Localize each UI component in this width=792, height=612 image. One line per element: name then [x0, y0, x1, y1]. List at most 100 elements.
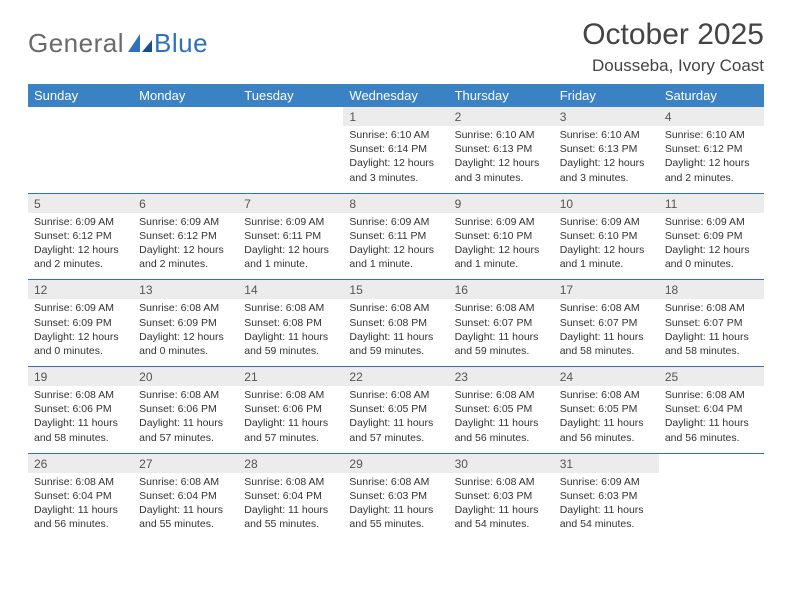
sunset-text: Sunset: 6:11 PM	[349, 229, 442, 243]
day-number-cell: 16	[449, 280, 554, 300]
sunset-text: Sunset: 6:08 PM	[244, 316, 337, 330]
sunset-text: Sunset: 6:03 PM	[560, 489, 653, 503]
sunrise-text: Sunrise: 6:08 AM	[455, 301, 548, 315]
sunset-text: Sunset: 6:05 PM	[455, 402, 548, 416]
day-detail-cell: Sunrise: 6:09 AMSunset: 6:09 PMDaylight:…	[28, 299, 133, 366]
daylight-text: Daylight: 12 hours and 0 minutes.	[665, 243, 758, 271]
day-detail-cell: Sunrise: 6:08 AMSunset: 6:09 PMDaylight:…	[133, 299, 238, 366]
daylight-text: Daylight: 12 hours and 3 minutes.	[349, 156, 442, 184]
day-detail-row: Sunrise: 6:09 AMSunset: 6:09 PMDaylight:…	[28, 299, 764, 366]
day-number-cell: 4	[659, 107, 764, 126]
sunrise-text: Sunrise: 6:09 AM	[244, 215, 337, 229]
sunrise-text: Sunrise: 6:08 AM	[665, 301, 758, 315]
weekday-header: Tuesday	[238, 84, 343, 107]
day-number-cell: 10	[554, 193, 659, 213]
day-detail-cell: Sunrise: 6:08 AMSunset: 6:03 PMDaylight:…	[449, 473, 554, 540]
sunrise-text: Sunrise: 6:08 AM	[139, 475, 232, 489]
day-number-cell	[28, 107, 133, 126]
day-detail-cell: Sunrise: 6:09 AMSunset: 6:10 PMDaylight:…	[449, 213, 554, 280]
daylight-text: Daylight: 12 hours and 1 minute.	[455, 243, 548, 271]
day-detail-cell: Sunrise: 6:08 AMSunset: 6:06 PMDaylight:…	[28, 386, 133, 453]
day-detail-cell: Sunrise: 6:08 AMSunset: 6:08 PMDaylight:…	[238, 299, 343, 366]
day-detail-cell	[659, 473, 764, 540]
sunrise-text: Sunrise: 6:09 AM	[349, 215, 442, 229]
sunset-text: Sunset: 6:06 PM	[139, 402, 232, 416]
sunset-text: Sunset: 6:12 PM	[665, 142, 758, 156]
sunset-text: Sunset: 6:13 PM	[455, 142, 548, 156]
sunset-text: Sunset: 6:06 PM	[34, 402, 127, 416]
day-number-cell: 9	[449, 193, 554, 213]
sunrise-text: Sunrise: 6:09 AM	[455, 215, 548, 229]
daylight-text: Daylight: 12 hours and 2 minutes.	[139, 243, 232, 271]
day-number-cell: 5	[28, 193, 133, 213]
day-number-cell: 15	[343, 280, 448, 300]
sunrise-text: Sunrise: 6:09 AM	[34, 215, 127, 229]
sunset-text: Sunset: 6:05 PM	[349, 402, 442, 416]
day-number-cell: 26	[28, 453, 133, 473]
day-number-row: 262728293031	[28, 453, 764, 473]
day-number-cell: 11	[659, 193, 764, 213]
sunset-text: Sunset: 6:13 PM	[560, 142, 653, 156]
brand-text-blue: Blue	[154, 28, 208, 59]
day-detail-row: Sunrise: 6:08 AMSunset: 6:06 PMDaylight:…	[28, 386, 764, 453]
day-number-cell: 1	[343, 107, 448, 126]
day-number-cell: 30	[449, 453, 554, 473]
daylight-text: Daylight: 12 hours and 1 minute.	[349, 243, 442, 271]
sunset-text: Sunset: 6:07 PM	[665, 316, 758, 330]
daylight-text: Daylight: 11 hours and 58 minutes.	[665, 330, 758, 358]
sunrise-text: Sunrise: 6:08 AM	[244, 475, 337, 489]
sunrise-text: Sunrise: 6:08 AM	[560, 301, 653, 315]
day-detail-cell	[238, 126, 343, 193]
daylight-text: Daylight: 11 hours and 58 minutes.	[34, 416, 127, 444]
day-number-cell: 18	[659, 280, 764, 300]
day-detail-cell: Sunrise: 6:08 AMSunset: 6:03 PMDaylight:…	[343, 473, 448, 540]
sunset-text: Sunset: 6:04 PM	[665, 402, 758, 416]
day-detail-cell: Sunrise: 6:10 AMSunset: 6:14 PMDaylight:…	[343, 126, 448, 193]
day-detail-cell: Sunrise: 6:09 AMSunset: 6:03 PMDaylight:…	[554, 473, 659, 540]
day-detail-cell: Sunrise: 6:08 AMSunset: 6:04 PMDaylight:…	[133, 473, 238, 540]
day-number-cell	[659, 453, 764, 473]
day-detail-cell: Sunrise: 6:08 AMSunset: 6:05 PMDaylight:…	[554, 386, 659, 453]
daylight-text: Daylight: 12 hours and 3 minutes.	[455, 156, 548, 184]
brand-sail-icon	[126, 32, 154, 56]
sunset-text: Sunset: 6:06 PM	[244, 402, 337, 416]
daylight-text: Daylight: 11 hours and 55 minutes.	[349, 503, 442, 531]
day-detail-cell: Sunrise: 6:10 AMSunset: 6:13 PMDaylight:…	[554, 126, 659, 193]
calendar-weekday-header: SundayMondayTuesdayWednesdayThursdayFrid…	[28, 84, 764, 107]
daylight-text: Daylight: 11 hours and 58 minutes.	[560, 330, 653, 358]
day-detail-cell: Sunrise: 6:08 AMSunset: 6:07 PMDaylight:…	[659, 299, 764, 366]
day-detail-cell	[133, 126, 238, 193]
day-number-cell: 2	[449, 107, 554, 126]
sunset-text: Sunset: 6:05 PM	[560, 402, 653, 416]
day-number-row: 19202122232425	[28, 367, 764, 387]
sunrise-text: Sunrise: 6:08 AM	[455, 475, 548, 489]
weekday-header: Thursday	[449, 84, 554, 107]
sunrise-text: Sunrise: 6:09 AM	[665, 215, 758, 229]
day-detail-row: Sunrise: 6:08 AMSunset: 6:04 PMDaylight:…	[28, 473, 764, 540]
day-detail-cell	[28, 126, 133, 193]
day-number-cell: 17	[554, 280, 659, 300]
daylight-text: Daylight: 11 hours and 56 minutes.	[455, 416, 548, 444]
calendar-table: SundayMondayTuesdayWednesdayThursdayFrid…	[28, 84, 764, 539]
day-number-cell: 7	[238, 193, 343, 213]
sunrise-text: Sunrise: 6:08 AM	[139, 301, 232, 315]
daylight-text: Daylight: 12 hours and 0 minutes.	[139, 330, 232, 358]
weekday-header: Sunday	[28, 84, 133, 107]
day-detail-cell: Sunrise: 6:09 AMSunset: 6:12 PMDaylight:…	[28, 213, 133, 280]
page-header: General Blue October 2025 Dousseba, Ivor…	[28, 18, 764, 76]
daylight-text: Daylight: 11 hours and 56 minutes.	[665, 416, 758, 444]
daylight-text: Daylight: 11 hours and 55 minutes.	[244, 503, 337, 531]
day-number-cell: 8	[343, 193, 448, 213]
day-number-cell: 3	[554, 107, 659, 126]
sunset-text: Sunset: 6:04 PM	[244, 489, 337, 503]
day-detail-cell: Sunrise: 6:08 AMSunset: 6:07 PMDaylight:…	[449, 299, 554, 366]
day-number-cell: 19	[28, 367, 133, 387]
sunset-text: Sunset: 6:03 PM	[349, 489, 442, 503]
weekday-header: Monday	[133, 84, 238, 107]
daylight-text: Daylight: 11 hours and 54 minutes.	[455, 503, 548, 531]
sunrise-text: Sunrise: 6:10 AM	[665, 128, 758, 142]
brand-text-general: General	[28, 28, 124, 59]
day-detail-cell: Sunrise: 6:09 AMSunset: 6:11 PMDaylight:…	[343, 213, 448, 280]
day-detail-cell: Sunrise: 6:09 AMSunset: 6:09 PMDaylight:…	[659, 213, 764, 280]
sunrise-text: Sunrise: 6:09 AM	[139, 215, 232, 229]
